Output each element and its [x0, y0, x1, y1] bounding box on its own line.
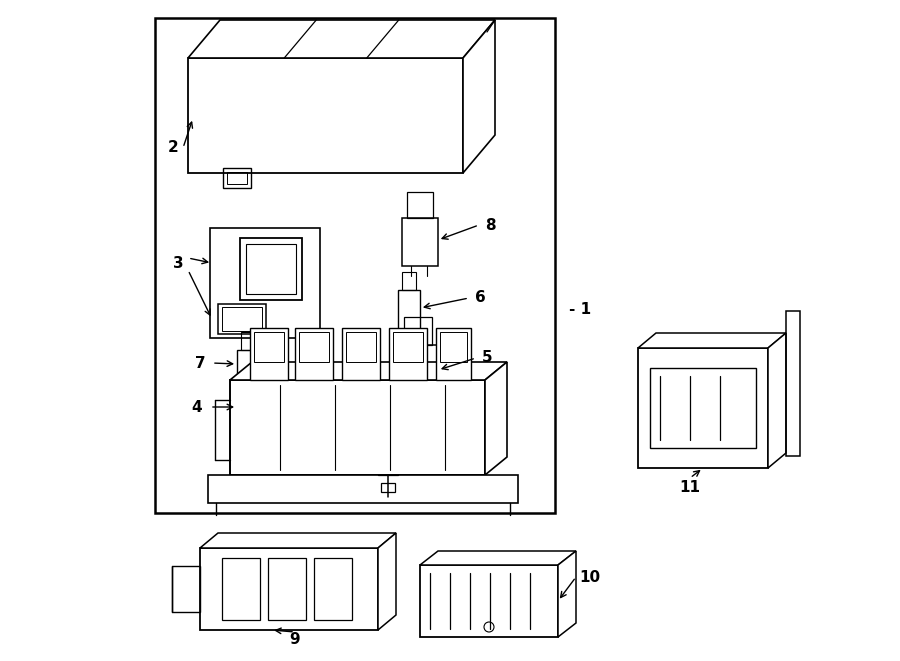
- Bar: [299, 332, 329, 362]
- Bar: [436, 328, 471, 380]
- Polygon shape: [485, 362, 507, 475]
- Bar: [402, 218, 438, 266]
- Bar: [254, 332, 284, 362]
- Polygon shape: [200, 533, 396, 548]
- Text: 8: 8: [485, 217, 495, 233]
- Text: 4: 4: [192, 399, 202, 414]
- Bar: [208, 475, 518, 503]
- Text: 2: 2: [167, 141, 178, 155]
- Bar: [200, 548, 378, 630]
- Bar: [440, 332, 467, 362]
- Text: 5: 5: [482, 350, 492, 366]
- Bar: [786, 311, 800, 456]
- Bar: [250, 328, 288, 380]
- Text: 3: 3: [173, 256, 184, 270]
- Bar: [268, 558, 306, 620]
- Polygon shape: [558, 551, 576, 637]
- Polygon shape: [378, 533, 396, 630]
- Bar: [295, 328, 333, 380]
- Bar: [188, 58, 463, 173]
- Polygon shape: [638, 333, 786, 348]
- Bar: [241, 380, 253, 395]
- Polygon shape: [463, 20, 495, 173]
- Bar: [407, 192, 433, 218]
- Bar: [218, 304, 266, 334]
- Bar: [237, 350, 259, 378]
- Bar: [420, 565, 558, 637]
- Bar: [402, 272, 416, 290]
- Bar: [398, 345, 438, 400]
- Text: 6: 6: [474, 290, 485, 305]
- Bar: [346, 332, 376, 362]
- Bar: [381, 483, 395, 492]
- Bar: [314, 558, 352, 620]
- Polygon shape: [420, 551, 576, 565]
- Bar: [393, 332, 423, 362]
- Bar: [398, 290, 420, 330]
- Text: 11: 11: [680, 481, 700, 496]
- Polygon shape: [768, 333, 786, 468]
- Bar: [222, 558, 260, 620]
- Bar: [650, 368, 756, 448]
- Bar: [172, 566, 200, 612]
- Bar: [241, 332, 255, 350]
- Bar: [227, 172, 247, 184]
- Bar: [230, 380, 485, 475]
- Text: 10: 10: [580, 570, 600, 584]
- Polygon shape: [230, 362, 507, 380]
- Bar: [389, 328, 427, 380]
- Bar: [240, 238, 302, 300]
- Bar: [222, 307, 262, 331]
- Text: 9: 9: [290, 633, 301, 648]
- Bar: [155, 18, 555, 513]
- Bar: [210, 228, 320, 338]
- Text: 7: 7: [194, 356, 205, 371]
- Polygon shape: [188, 20, 495, 58]
- Bar: [223, 168, 251, 188]
- Bar: [404, 317, 432, 345]
- Bar: [246, 244, 296, 294]
- Bar: [342, 328, 380, 380]
- Text: - 1: - 1: [569, 303, 591, 317]
- Bar: [638, 348, 768, 468]
- Bar: [237, 395, 257, 419]
